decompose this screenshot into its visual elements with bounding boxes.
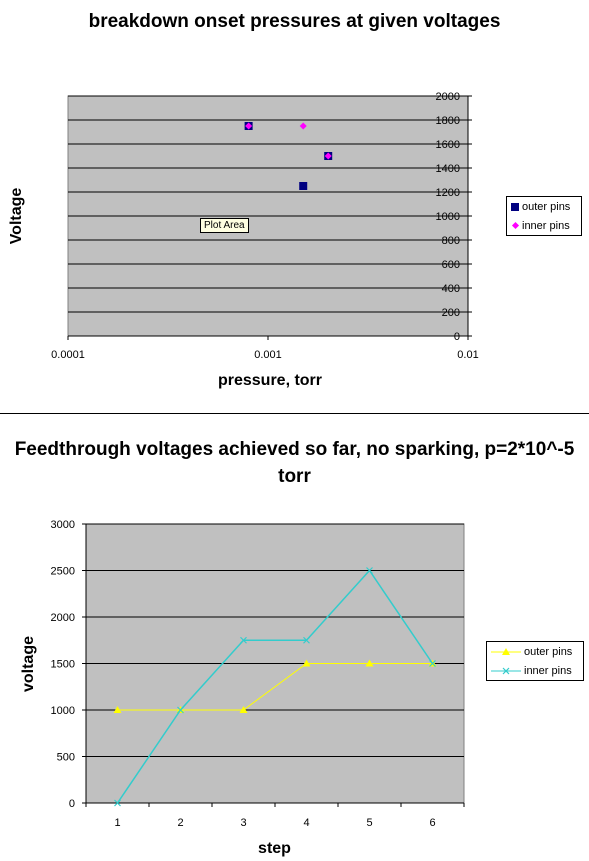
x-tick-label: 0.001 xyxy=(254,349,282,361)
y-tick-label: 1800 xyxy=(436,115,460,127)
y-tick-label: 1500 xyxy=(51,659,75,671)
data-point-inner-pins xyxy=(366,567,373,574)
y-tick-label: 0 xyxy=(69,798,75,810)
data-point-outer-pins xyxy=(239,706,248,713)
y-tick-label: 800 xyxy=(442,235,460,247)
legend-label: inner pins xyxy=(522,219,570,232)
data-point-outer-pins xyxy=(299,182,308,190)
y-tick-label: 0 xyxy=(454,331,460,343)
data-point-inner-pins xyxy=(245,122,253,130)
data-point-inner-pins xyxy=(303,636,310,644)
x-tick-label: 5 xyxy=(366,817,372,829)
legend-item-inner-pins: inner pins xyxy=(487,661,583,680)
data-point-inner-pins xyxy=(240,636,247,644)
y-tick-label: 400 xyxy=(442,283,460,295)
x-axis-label: step xyxy=(258,840,291,857)
chart-title: Feedthrough voltages achieved so far, no… xyxy=(14,439,575,487)
series-line-inner-pins xyxy=(116,569,434,804)
x-tick-label: 0.0001 xyxy=(51,349,85,361)
x-axis-label: pressure, torr xyxy=(217,372,323,389)
data-point-inner-pins xyxy=(324,152,332,160)
y-tick-label: 2500 xyxy=(51,566,75,578)
x-tick-label: 2 xyxy=(177,817,183,829)
y-tick-label: 200 xyxy=(442,307,460,319)
y-tick-label: 1600 xyxy=(436,139,460,151)
chart-legend: outer pins inner pins xyxy=(486,641,584,681)
x-tick-label: 3 xyxy=(240,817,246,829)
chart-title: breakdown onset pressures at given volta… xyxy=(88,11,501,32)
x-tick-label: 4 xyxy=(303,817,309,829)
y-tick-label: 1200 xyxy=(436,187,460,199)
y-tick-label: 500 xyxy=(57,752,75,764)
y-tick-label: 2000 xyxy=(436,91,460,103)
legend-label: outer pins xyxy=(522,200,571,213)
divider xyxy=(0,413,589,414)
triangle-line-icon xyxy=(491,647,521,655)
y-tick-label: 600 xyxy=(442,259,460,271)
legend-item-outer-pins: outer pins xyxy=(507,197,581,216)
data-point-inner-pins xyxy=(299,122,307,130)
y-tick-label: 2000 xyxy=(51,612,75,624)
x-tick-label: 1 xyxy=(114,817,120,829)
plot-area-tooltip: Plot Area xyxy=(200,218,249,233)
series-line-outer-pins xyxy=(117,663,433,711)
legend-item-outer-pins: outer pins xyxy=(487,642,583,661)
data-point-inner-pins xyxy=(177,706,184,714)
x-line-icon xyxy=(491,667,521,674)
legend-label: inner pins xyxy=(524,664,572,677)
data-point-inner-pins xyxy=(114,799,121,807)
scatter-chart: 0 200 400 600 800 1000 1200 1400 1600 1800 2000 0.0… xyxy=(51,91,479,361)
y-tick-label: 1000 xyxy=(436,211,460,223)
y-tick-label: 1000 xyxy=(51,705,75,717)
chart-legend: outer pins inner pins xyxy=(506,196,582,236)
data-point-inner-pins xyxy=(429,660,436,667)
data-point-outer-pins xyxy=(302,659,311,667)
square-marker-icon xyxy=(511,202,519,211)
data-point-outer-pins xyxy=(365,659,374,667)
legend-label: outer pins xyxy=(524,645,573,658)
x-tick-label: 0.01 xyxy=(457,349,478,361)
legend-item-inner-pins: inner pins xyxy=(507,216,581,235)
x-tick-label: 6 xyxy=(429,817,435,829)
y-tick-label: 1400 xyxy=(436,163,460,175)
y-axis-label: voltage xyxy=(20,635,37,693)
y-tick-label: 3000 xyxy=(51,519,75,531)
data-point-outer-pins xyxy=(113,706,122,713)
